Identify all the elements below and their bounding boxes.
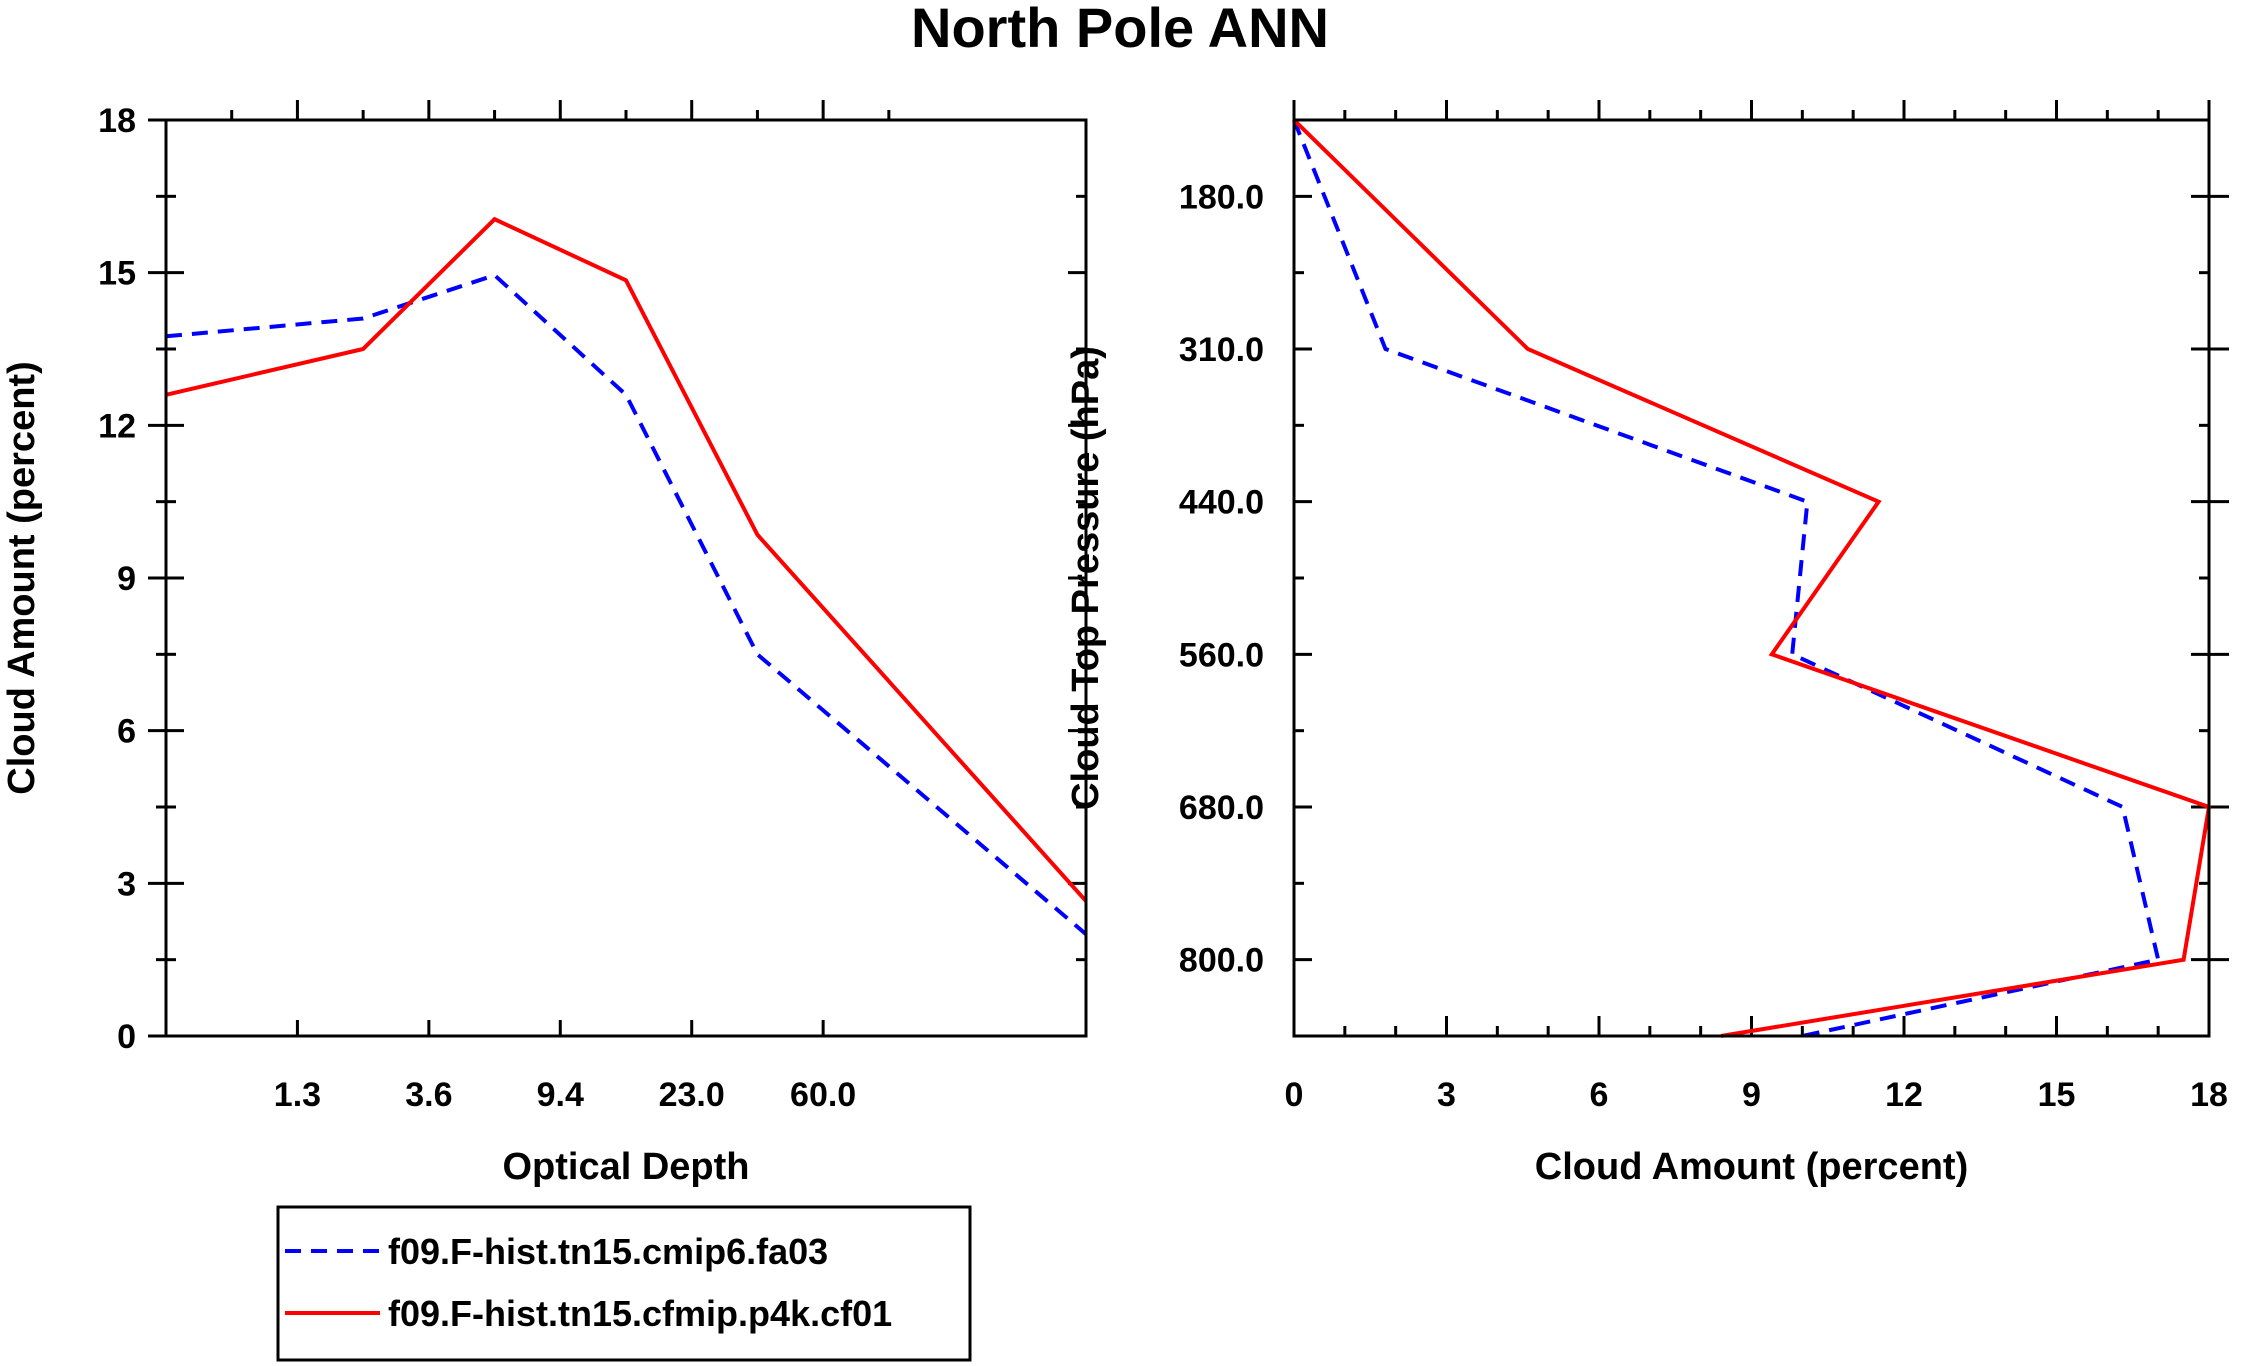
right-y-tick-label: 180.0 — [1179, 178, 1264, 216]
right-tick-labels: 0 3 6 9 12 15 18 180.0 310.0 440.0 560.0 680.0 800.0 — [1179, 178, 2228, 1114]
right-y-tick-label: 680.0 — [1179, 789, 1264, 827]
left-y-axis-label: Cloud Amount (percent) — [1, 361, 43, 794]
left-series — [165, 216, 1088, 936]
left-y-tick-label: 3 — [117, 865, 136, 903]
cloud-top-pressure-panel: 0 3 6 9 12 15 18 180.0 310.0 440.0 560.0 680.0 800.0… — [1065, 100, 2229, 1188]
right-series-line-1 — [1292, 118, 2212, 1038]
left-x-axis-label: Optical Depth — [502, 1146, 749, 1188]
right-x-tick-label: 6 — [1590, 1076, 1609, 1114]
legend-label-fa03: f09.F-hist.tn15.cmip6.fa03 — [388, 1231, 828, 1272]
left-y-tick-label: 15 — [98, 255, 136, 293]
right-y-tick-label: 310.0 — [1179, 331, 1264, 369]
right-x-tick-label: 9 — [1742, 1076, 1761, 1114]
right-y-tick-label: 440.0 — [1179, 484, 1264, 522]
left-tick-labels: 0 3 6 9 12 15 18 1.3 3.6 9.4 23.0 60.0 — [98, 102, 856, 1114]
right-series — [1292, 118, 2212, 1038]
left-y-tick-label: 12 — [98, 407, 136, 445]
right-ticks — [1292, 100, 2229, 1038]
right-x-axis-label: Cloud Amount (percent) — [1535, 1146, 1968, 1188]
right-x-tick-label: 3 — [1437, 1076, 1456, 1114]
legend-box — [276, 1205, 972, 1362]
right-x-tick-label: 15 — [2038, 1076, 2076, 1114]
left-plot-frame — [164, 118, 1088, 1038]
right-y-tick-label: 560.0 — [1179, 636, 1264, 674]
left-x-tick-label: 9.4 — [537, 1076, 584, 1114]
left-x-tick-label: 23.0 — [659, 1076, 725, 1114]
right-plot-frame — [1292, 118, 2211, 1038]
right-y-axis-label: Cloud Top Pressure (hPa) — [1065, 346, 1107, 810]
right-x-tick-label: 12 — [1885, 1076, 1923, 1114]
left-y-tick-label: 18 — [98, 102, 136, 140]
legend: f09.F-hist.tn15.cmip6.fa03 f09.F-hist.tn… — [276, 1205, 972, 1362]
left-x-tick-label: 60.0 — [790, 1076, 856, 1114]
left-y-tick-label: 9 — [117, 560, 136, 598]
left-y-tick-label: 0 — [117, 1018, 136, 1056]
left-y-tick-label: 6 — [117, 713, 136, 751]
left-series-line-1 — [165, 216, 1088, 903]
right-y-tick-label: 800.0 — [1179, 942, 1264, 980]
right-x-tick-label: 18 — [2190, 1076, 2228, 1114]
left-x-tick-label: 1.3 — [274, 1076, 321, 1114]
chart-title: North Pole ANN — [911, 0, 1329, 59]
left-ticks — [148, 100, 1086, 1038]
right-x-tick-label: 0 — [1285, 1076, 1304, 1114]
legend-label-p4k: f09.F-hist.tn15.cfmip.p4k.cf01 — [388, 1293, 892, 1334]
left-x-tick-label: 3.6 — [405, 1076, 452, 1114]
right-series-line-0 — [1292, 119, 2161, 1038]
left-series-line-0 — [165, 272, 1088, 936]
optical-depth-panel: 0 3 6 9 12 15 18 1.3 3.6 9.4 23.0 60.0 Optical Dept… — [1, 100, 1088, 1188]
